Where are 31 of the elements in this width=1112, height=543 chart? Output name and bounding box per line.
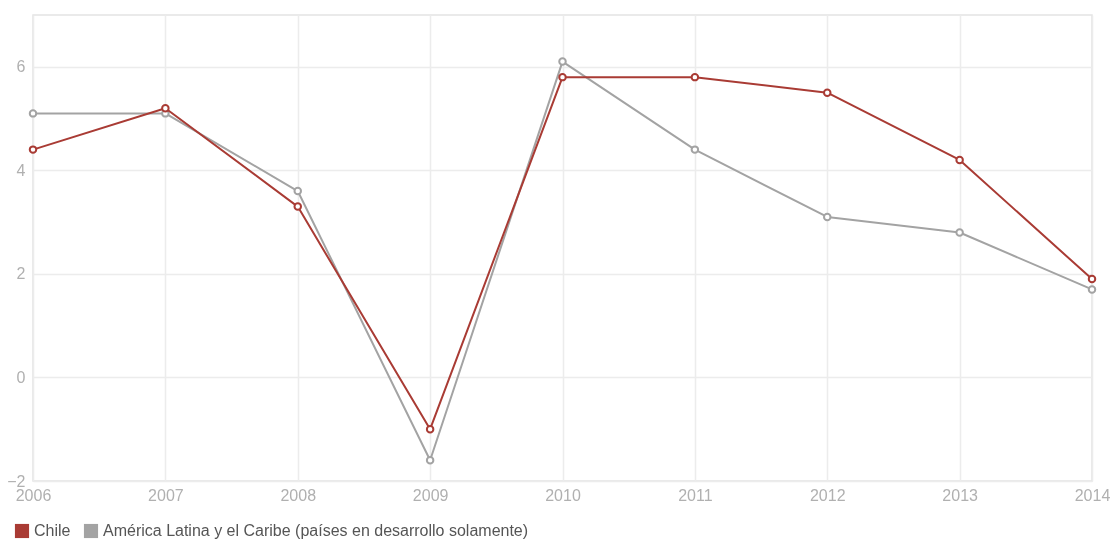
x-tick-label: 2013 (942, 486, 979, 504)
y-tick-label: 4 (16, 161, 26, 179)
x-tick-label: 2011 (678, 486, 713, 504)
y-tick-label: 2 (16, 265, 26, 283)
y-tick-label: 0 (16, 368, 26, 386)
point (955, 155, 964, 165)
legend-label: Chile (34, 522, 71, 539)
point (293, 202, 302, 211)
point (28, 145, 38, 154)
x-tick-label: 2009 (412, 486, 449, 504)
x-tick-label: 2014 (1074, 486, 1111, 504)
point (690, 72, 700, 82)
x-tick-label: 2010 (545, 486, 581, 504)
point (690, 145, 700, 154)
x-tick-label: 2012 (809, 486, 846, 504)
x-tick-label: 2007 (148, 486, 184, 504)
point (1087, 285, 1097, 294)
y-tick-label: 6 (16, 58, 26, 76)
point (558, 57, 567, 66)
point (558, 72, 567, 82)
point (823, 88, 832, 97)
point (1087, 274, 1097, 284)
point (425, 424, 435, 434)
point (425, 456, 435, 465)
point (293, 186, 302, 196)
point (955, 228, 964, 237)
legend-label: América Latina y el Caribe (países en desarrollo solamente) (103, 522, 529, 539)
point (28, 109, 38, 118)
point (161, 103, 170, 113)
x-tick-label: 2008 (280, 486, 317, 504)
point (823, 212, 832, 222)
